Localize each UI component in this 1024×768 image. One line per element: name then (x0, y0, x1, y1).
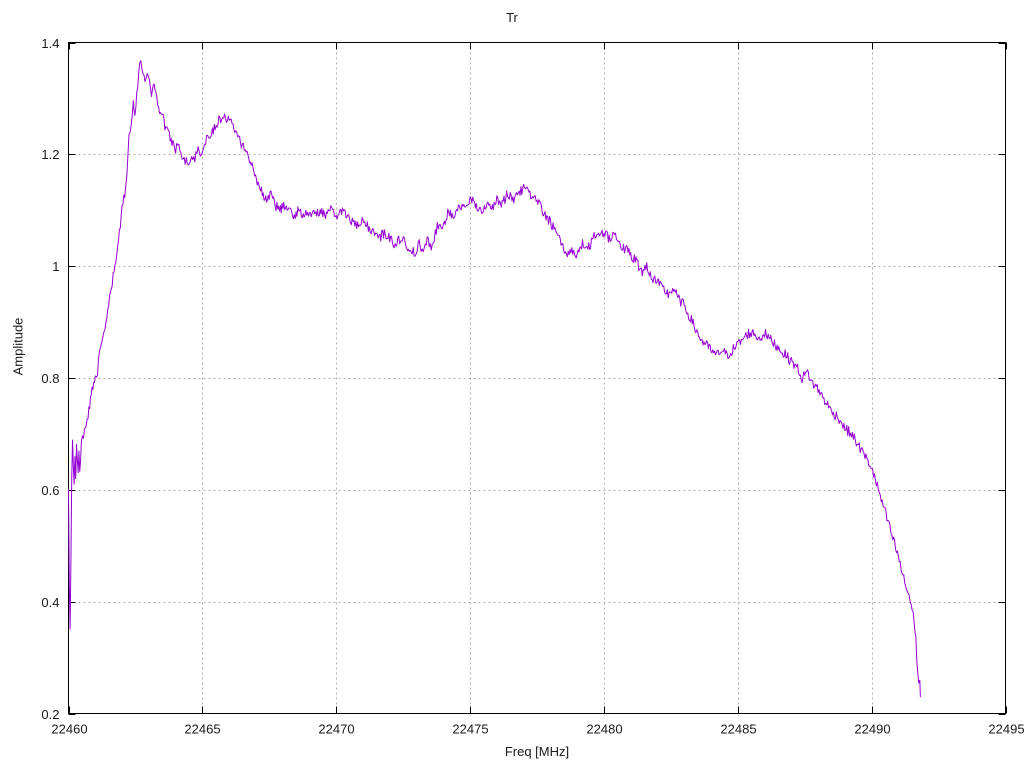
svg-text:1: 1 (52, 259, 59, 274)
x-axis-label: Freq [MHz] (504, 744, 570, 759)
svg-text:1.2: 1.2 (41, 147, 59, 162)
tick-labels: 0.2 0.4 0.6 0.8 1 1.2 1.4 22460 22465 22470 22475 2… (41, 36, 1024, 737)
svg-text:22480: 22480 (586, 722, 622, 737)
data-series (68, 60, 921, 698)
svg-text:22470: 22470 (318, 722, 354, 737)
svg-text:22460: 22460 (51, 722, 87, 737)
plot-border (68, 42, 1006, 714)
tick-marks (68, 42, 1007, 715)
svg-text:22495: 22495 (988, 722, 1024, 737)
series-line (68, 60, 921, 698)
svg-text:0.6: 0.6 (41, 483, 59, 498)
svg-text:0.8: 0.8 (41, 371, 59, 386)
svg-text:22485: 22485 (720, 722, 756, 737)
svg-text:1.4: 1.4 (41, 36, 59, 51)
chart-title: Tr (506, 10, 518, 25)
svg-text:22490: 22490 (854, 722, 890, 737)
svg-text:22465: 22465 (184, 722, 220, 737)
svg-text:22475: 22475 (452, 722, 488, 737)
svg-text:0.4: 0.4 (41, 595, 59, 610)
gridlines (68, 42, 1006, 714)
svg-text:0.2: 0.2 (41, 707, 59, 722)
